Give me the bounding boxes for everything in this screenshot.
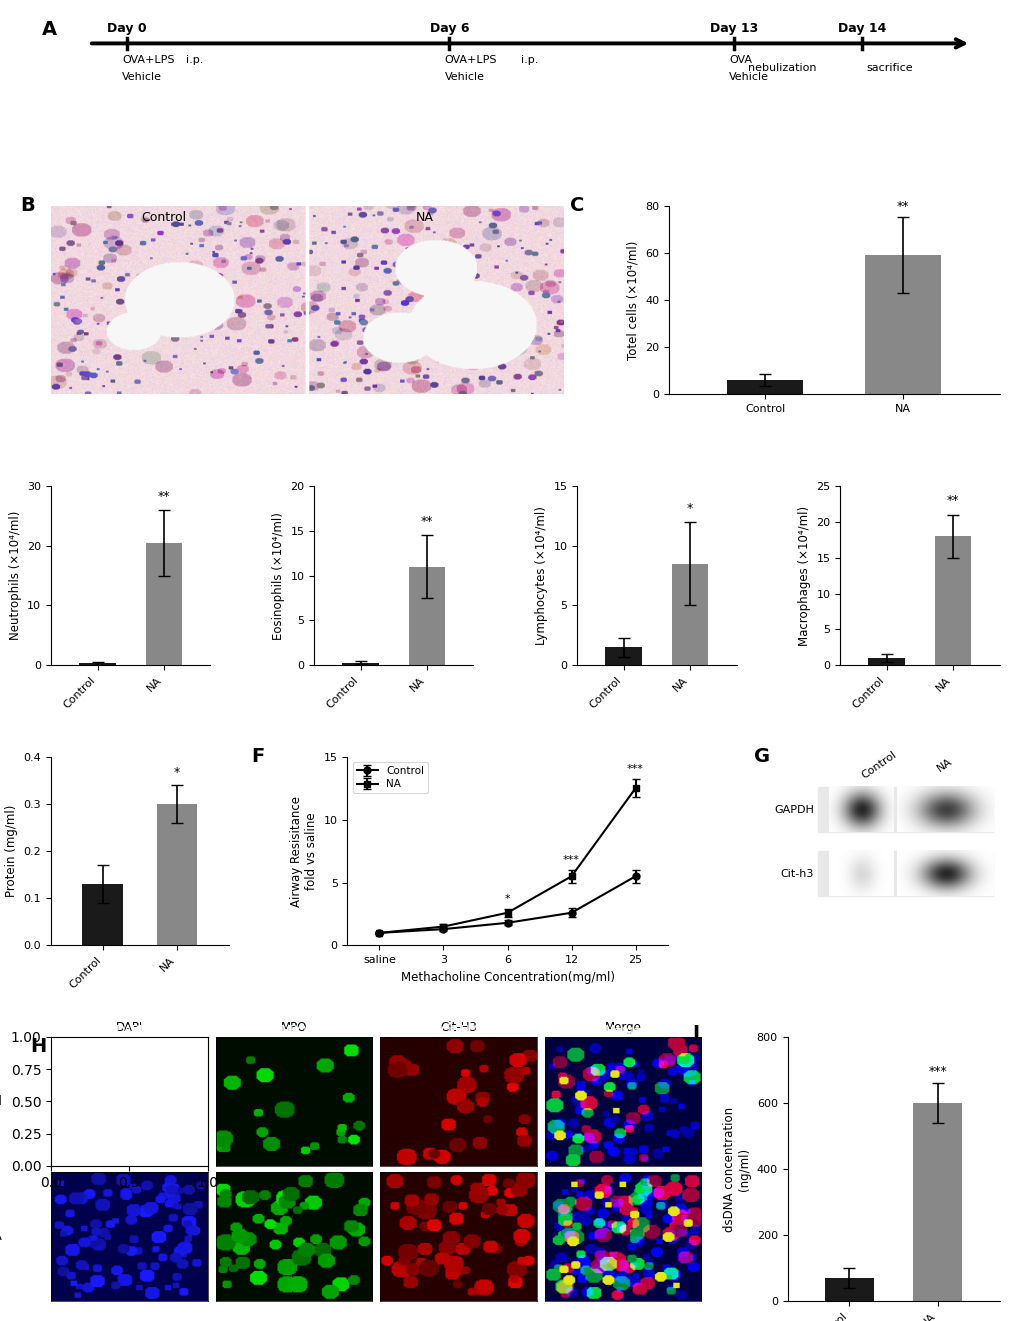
- Text: B: B: [20, 197, 35, 215]
- Text: *: *: [686, 502, 693, 515]
- Text: Cit-H3: Cit-H3: [439, 1021, 477, 1034]
- Text: Control: Control: [141, 211, 186, 225]
- Y-axis label: Macrophages (×10⁴/ml): Macrophages (×10⁴/ml): [797, 506, 810, 646]
- Y-axis label: Control: Control: [0, 1095, 2, 1108]
- Title: Cit-H3: Cit-H3: [439, 1024, 477, 1037]
- Y-axis label: Eosinophils (×10⁴/ml): Eosinophils (×10⁴/ml): [271, 511, 284, 639]
- Bar: [79, 663, 115, 666]
- Y-axis label: Lymphocytes (×10⁴/ml): Lymphocytes (×10⁴/ml): [534, 506, 547, 645]
- Bar: [409, 567, 445, 666]
- Text: Merge: Merge: [604, 1021, 641, 1034]
- Text: Day 0: Day 0: [107, 22, 147, 36]
- Text: Vehicle: Vehicle: [122, 71, 162, 82]
- Text: ***: ***: [562, 855, 580, 865]
- Y-axis label: Airway Resisitance
fold vs saline: Airway Resisitance fold vs saline: [289, 795, 318, 906]
- X-axis label: Methacholine Concentration(mg/ml): Methacholine Concentration(mg/ml): [400, 971, 613, 984]
- Text: F: F: [251, 748, 264, 766]
- Legend: Control, NA: Control, NA: [353, 762, 428, 794]
- Text: A: A: [42, 20, 57, 38]
- Y-axis label: Totel cells (×10⁴/ml): Totel cells (×10⁴/ml): [626, 240, 639, 359]
- Text: sacrifice: sacrifice: [866, 63, 913, 74]
- Title: Merge: Merge: [604, 1024, 641, 1037]
- Text: Control: Control: [858, 749, 897, 781]
- Text: *: *: [173, 766, 180, 779]
- Bar: [817, 787, 993, 832]
- Text: I: I: [692, 1024, 699, 1042]
- Text: NA: NA: [416, 211, 434, 225]
- Text: H: H: [31, 1037, 47, 1055]
- Bar: [157, 804, 197, 946]
- Bar: [824, 1279, 873, 1301]
- Bar: [727, 380, 803, 395]
- Text: nebulization: nebulization: [748, 63, 816, 74]
- Text: **: **: [158, 490, 170, 503]
- Y-axis label: dsDNA concentration
(ng/ml): dsDNA concentration (ng/ml): [722, 1107, 750, 1231]
- Text: OVA+LPS: OVA+LPS: [444, 55, 496, 65]
- Text: *: *: [504, 894, 510, 904]
- Text: MPO: MPO: [280, 1021, 307, 1034]
- Bar: [604, 647, 641, 666]
- Y-axis label: Neutrophils (×10⁴/ml): Neutrophils (×10⁴/ml): [8, 511, 21, 641]
- Text: DAPI: DAPI: [115, 1021, 143, 1034]
- Text: Vehicle: Vehicle: [444, 71, 484, 82]
- Bar: [864, 255, 941, 395]
- Text: **: **: [420, 515, 433, 528]
- Text: NA: NA: [934, 756, 954, 773]
- Text: Day 13: Day 13: [709, 22, 757, 36]
- Bar: [934, 536, 970, 666]
- Bar: [867, 658, 904, 666]
- Text: Vehicle: Vehicle: [729, 71, 768, 82]
- Text: C: C: [570, 197, 584, 215]
- Bar: [817, 851, 993, 897]
- Y-axis label: NA: NA: [0, 1230, 2, 1243]
- Text: **: **: [896, 199, 909, 213]
- Text: i.p.: i.p.: [520, 55, 537, 65]
- Text: G: G: [753, 748, 769, 766]
- Bar: [672, 564, 707, 666]
- Y-axis label: Protein (mg/ml): Protein (mg/ml): [5, 804, 18, 897]
- Text: OVA: OVA: [729, 55, 751, 65]
- Text: Cit-h3: Cit-h3: [780, 869, 813, 878]
- Text: OVA+LPS: OVA+LPS: [122, 55, 174, 65]
- Bar: [913, 1103, 961, 1301]
- Title: DAPI: DAPI: [115, 1024, 143, 1037]
- Text: i.p.: i.p.: [185, 55, 203, 65]
- Text: Day 6: Day 6: [429, 22, 469, 36]
- Title: MPO: MPO: [280, 1024, 307, 1037]
- Text: **: **: [946, 494, 959, 507]
- Text: ***: ***: [927, 1065, 947, 1078]
- Text: Day 14: Day 14: [837, 22, 886, 36]
- Text: GAPDH: GAPDH: [773, 804, 813, 815]
- Bar: [146, 543, 182, 666]
- Text: ***: ***: [627, 765, 643, 774]
- Bar: [342, 663, 378, 666]
- Bar: [83, 884, 123, 946]
